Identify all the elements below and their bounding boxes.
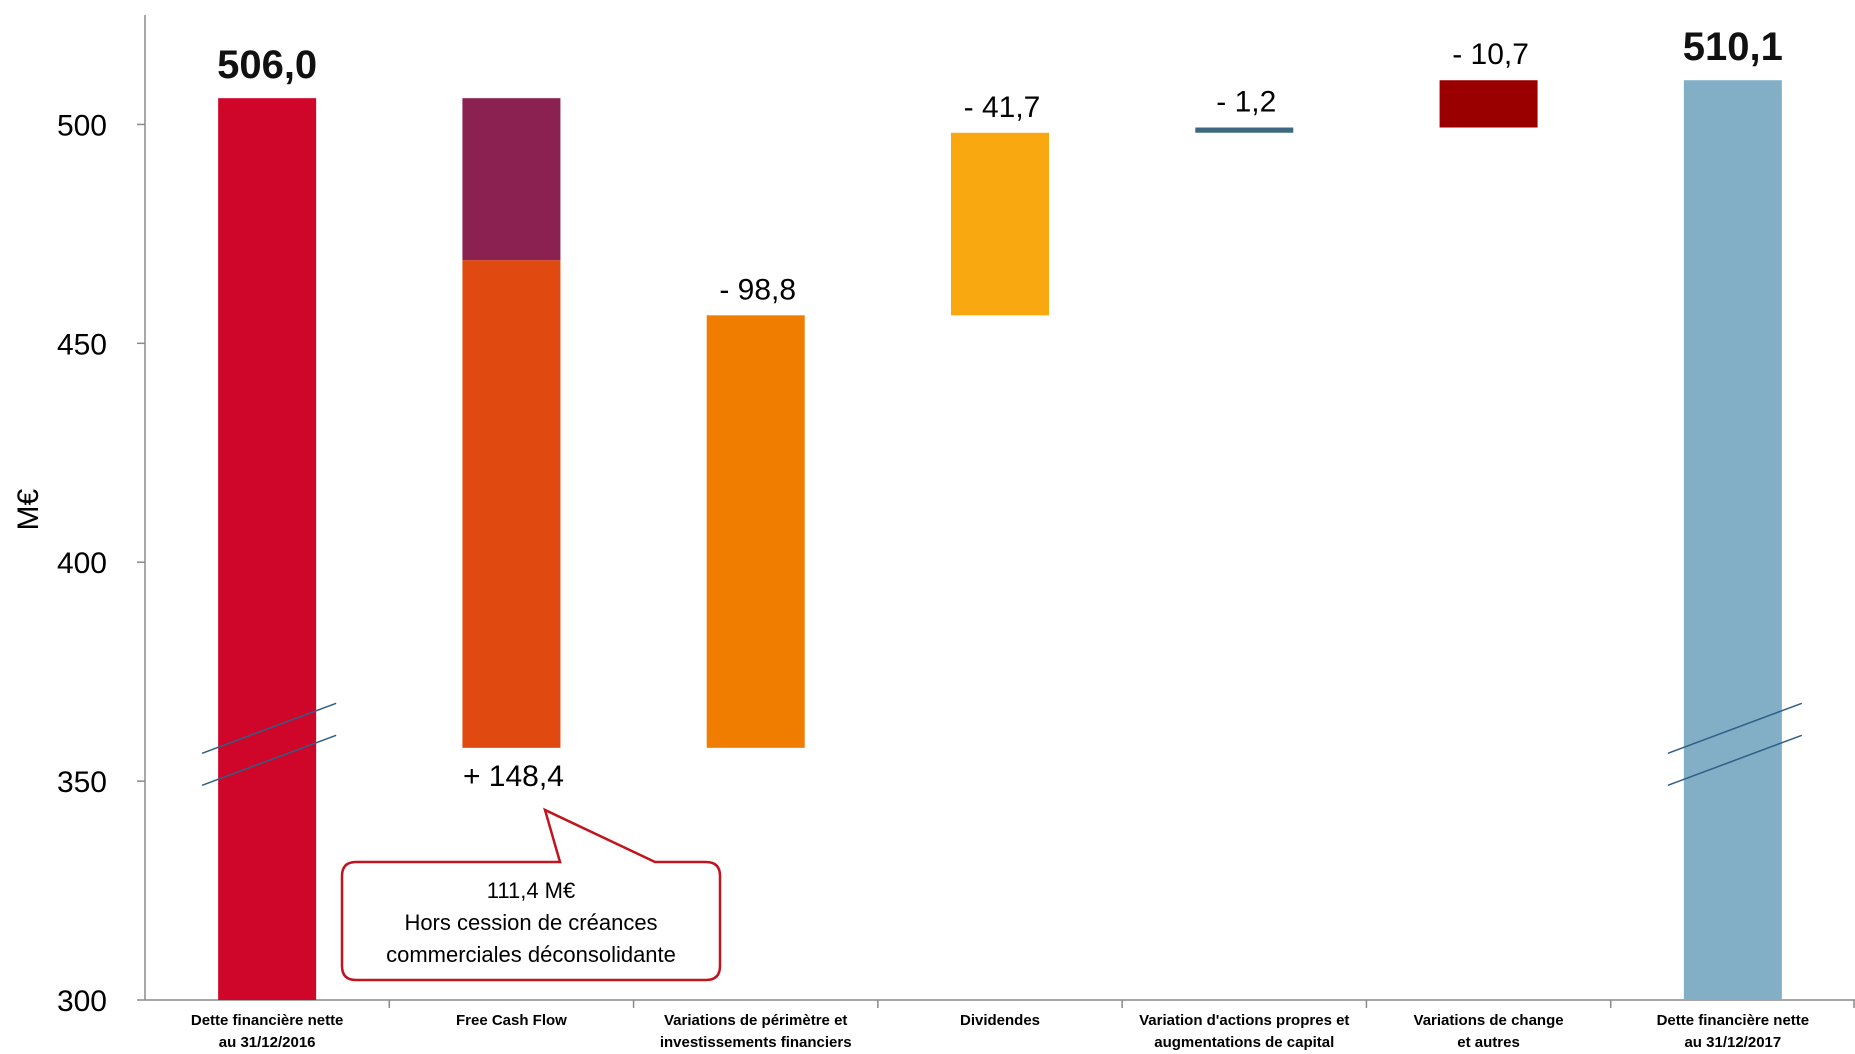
axis-break-mark xyxy=(1667,734,1803,787)
axis-breaks xyxy=(201,702,1803,787)
x-category-label-line: Variations de périmètre et xyxy=(664,1012,847,1029)
data-label: - 41,7 xyxy=(964,91,1041,124)
callout-balloon xyxy=(340,807,722,982)
x-category-label-line: et autres xyxy=(1457,1034,1520,1051)
x-category-label: Variations de change et autres xyxy=(1414,1012,1564,1051)
x-category-label-line: Variation d'actions propres et xyxy=(1139,1012,1349,1029)
x-category-label-line: investissements financiers xyxy=(660,1034,852,1051)
x-category-label-line: Dette financière nette xyxy=(191,1012,344,1029)
axis-break-mark xyxy=(1667,702,1803,755)
callout-text-line: commerciales déconsolidante xyxy=(386,942,676,967)
axes: 300 350 400 450 500 M€ Dette financière nette a… xyxy=(12,15,1855,1051)
bar xyxy=(1683,80,1782,1001)
x-category-label-line: Dette financière nette xyxy=(1657,1012,1810,1029)
bar-segment xyxy=(462,260,561,748)
data-label: - 98,8 xyxy=(719,273,796,306)
x-category-label-line: augmentations de capital xyxy=(1154,1034,1334,1051)
x-category-label-line: au 31/12/2017 xyxy=(1684,1034,1781,1051)
bar xyxy=(218,98,317,1000)
x-category-label-line: Dividendes xyxy=(960,1012,1040,1029)
bar xyxy=(951,132,1049,316)
x-category-label: Free Cash Flow xyxy=(456,1012,567,1029)
x-category-label: Dette financière nette au 31/12/2017 xyxy=(1657,1012,1810,1051)
x-category-label: Dette financière nette au 31/12/2016 xyxy=(191,1012,344,1051)
y-tick-label: 350 xyxy=(57,766,107,799)
data-label: 506,0 xyxy=(217,43,317,87)
y-axis-title: M€ xyxy=(12,489,45,531)
x-category-label: Variations de périmètre et investissement… xyxy=(660,1012,852,1051)
data-label: 510,1 xyxy=(1683,25,1783,69)
x-category-label-line: Variations de change xyxy=(1414,1012,1564,1029)
data-labels: 506,0 + 148,4 - 98,8 - 41,7 - 1,2 - 10,7 510,1 xyxy=(217,25,1783,793)
y-tick-label: 500 xyxy=(57,109,107,142)
y-tick-label: 450 xyxy=(57,328,107,361)
axis-break-mark xyxy=(201,702,337,755)
data-label: - 1,2 xyxy=(1216,86,1276,119)
x-category-label: Dividendes xyxy=(960,1012,1040,1029)
callout-text-line: 111,4 M€ xyxy=(487,878,575,903)
bar xyxy=(1195,127,1294,133)
y-tick-label: 400 xyxy=(57,547,107,580)
axis-break-mark xyxy=(201,734,337,787)
callout-text-line: Hors cession de créances xyxy=(404,910,657,935)
bar-segment xyxy=(462,98,561,261)
data-label: - 10,7 xyxy=(1452,38,1529,71)
bars xyxy=(218,80,1782,1001)
x-category-label: Variation d'actions propres et augmentati… xyxy=(1139,1012,1349,1051)
x-category-label-line: Free Cash Flow xyxy=(456,1012,567,1029)
bar xyxy=(706,315,805,748)
callout: 111,4 M€ Hors cession de créances commerci… xyxy=(340,807,722,982)
y-tick-label: 300 xyxy=(57,985,107,1018)
x-category-label-line: au 31/12/2016 xyxy=(219,1034,316,1051)
bar xyxy=(1439,80,1538,128)
data-label: + 148,4 xyxy=(463,760,564,793)
